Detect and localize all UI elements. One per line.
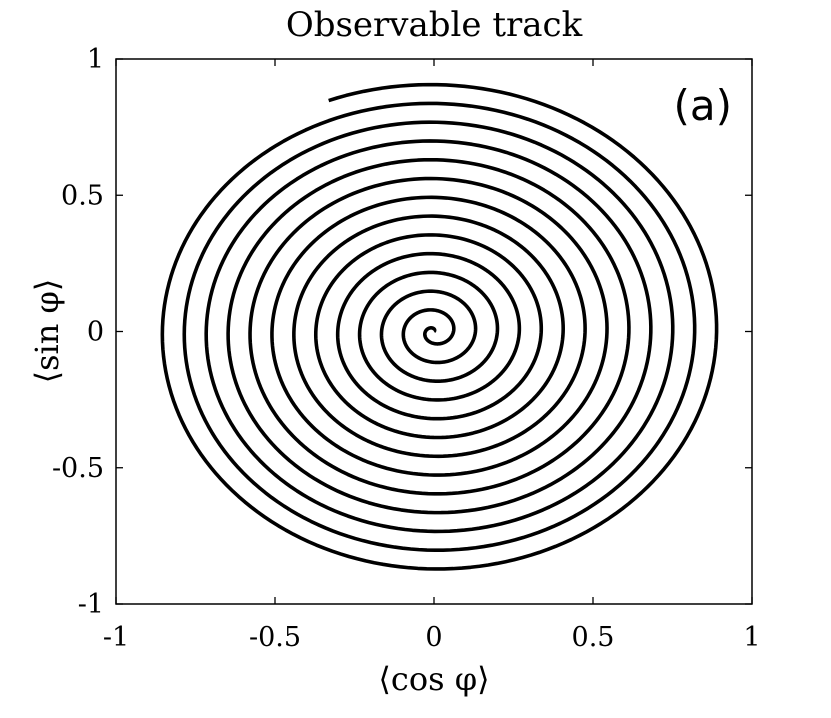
y-axis-label: ⟨sin φ⟩ xyxy=(28,279,66,384)
spiral-series-line xyxy=(160,82,719,571)
x-axis-label: ⟨cos φ⟩ xyxy=(378,660,489,698)
y-tick-label: -0.5 xyxy=(52,453,104,484)
x-tick-label: -0.5 xyxy=(249,622,301,653)
y-axis-ticks: -1 -0.5 0 0.5 1 xyxy=(52,44,752,620)
x-tick-label: 1 xyxy=(743,622,760,653)
y-tick-label: -1 xyxy=(78,589,104,620)
x-tick-label: 0.5 xyxy=(572,622,615,653)
y-tick-label: 0.5 xyxy=(61,180,104,211)
chart-title: Observable track xyxy=(286,5,583,45)
y-tick-label: 1 xyxy=(87,44,104,75)
y-tick-label: 0 xyxy=(87,317,104,348)
x-tick-label: 0 xyxy=(425,622,442,653)
x-axis-ticks: -1 -0.5 0 0.5 1 xyxy=(103,59,761,653)
panel-label: (a) xyxy=(673,81,732,130)
x-tick-label: -1 xyxy=(103,622,129,653)
